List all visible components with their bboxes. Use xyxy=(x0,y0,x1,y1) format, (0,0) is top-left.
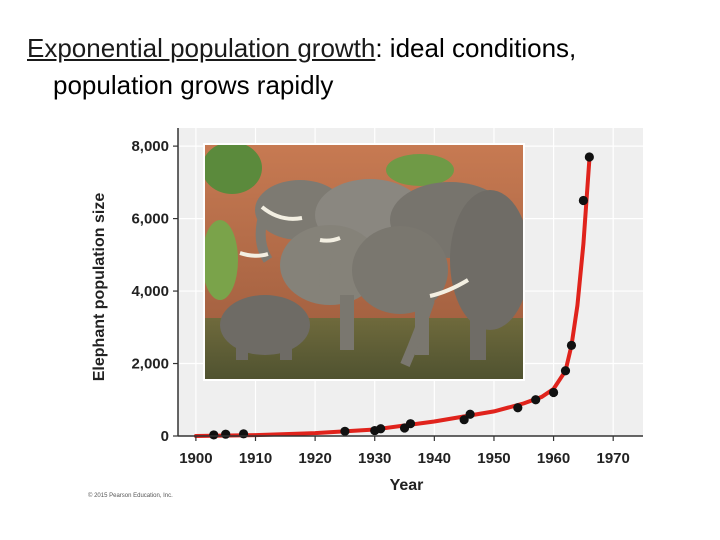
y-axis-label: Elephant population size xyxy=(91,193,108,382)
title-line2: population grows rapidly xyxy=(53,70,334,100)
x-tick-label: 1950 xyxy=(477,450,510,467)
title-rest: : ideal conditions, xyxy=(375,33,577,63)
data-point xyxy=(584,152,594,162)
x-tick-label: 1920 xyxy=(298,450,331,467)
data-point xyxy=(465,409,475,419)
y-tick-label: 2,000 xyxy=(131,356,169,373)
data-point xyxy=(513,403,523,413)
data-point xyxy=(560,366,571,376)
x-axis: 1900 1910 1920 1930 1940 1950 1960 1970 xyxy=(178,435,643,467)
data-point xyxy=(566,340,577,351)
data-point xyxy=(209,430,219,440)
y-axis: 0 2,000 4,000 6,000 8,000 xyxy=(131,128,179,445)
x-tick-label: 1910 xyxy=(239,450,272,467)
data-point xyxy=(459,415,469,425)
x-axis-label: Year xyxy=(390,477,424,494)
slide-title: Exponential population growth: ideal con… xyxy=(27,30,717,104)
x-tick-label: 1970 xyxy=(597,450,630,467)
data-point xyxy=(405,419,416,429)
y-tick-label: 4,000 xyxy=(131,283,169,300)
x-tick-label: 1960 xyxy=(537,450,570,467)
data-point xyxy=(221,429,231,439)
data-point xyxy=(340,426,350,436)
title-term: Exponential population growth xyxy=(27,33,376,63)
data-point xyxy=(548,387,559,398)
x-tick-label: 1930 xyxy=(358,450,391,467)
y-tick-label: 0 xyxy=(161,428,169,445)
y-tick-label: 8,000 xyxy=(131,138,169,155)
copyright-notice: © 2015 Pearson Education, Inc. xyxy=(88,493,173,499)
data-point xyxy=(238,429,249,439)
data-point xyxy=(531,395,541,405)
data-point xyxy=(578,195,588,206)
elephants-photo xyxy=(203,143,525,381)
data-point xyxy=(376,424,386,434)
x-tick-label: 1900 xyxy=(179,450,212,467)
x-tick-label: 1940 xyxy=(418,450,451,467)
y-tick-label: 6,000 xyxy=(131,211,169,228)
